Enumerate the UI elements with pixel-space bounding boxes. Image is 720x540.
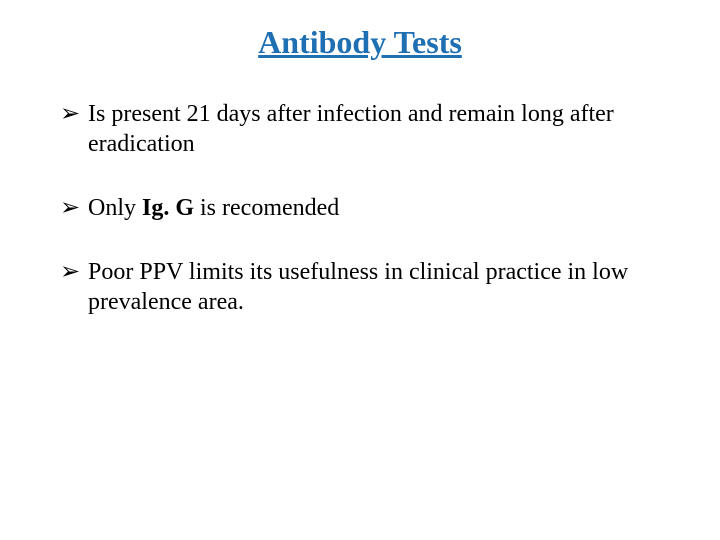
text-run: is recomended	[194, 195, 339, 221]
bullet-item: ➢ Poor PPV limits its usefulness in clin…	[60, 257, 660, 317]
bullet-text: Only Ig. G is recomended	[88, 195, 339, 221]
bullet-item: ➢ Is present 21 days after infection and …	[60, 99, 660, 159]
bullet-marker-icon: ➢	[60, 99, 80, 129]
text-run: Only	[88, 195, 142, 221]
bullet-marker-icon: ➢	[60, 257, 80, 287]
bullet-text: Poor PPV limits its usefulness in clinic…	[88, 259, 628, 315]
bold-run: Ig. G	[142, 195, 194, 221]
bullet-text: Is present 21 days after infection and r…	[88, 101, 614, 157]
bullet-list: ➢ Is present 21 days after infection and …	[60, 99, 660, 317]
bullet-item: ➢ Only Ig. G is recomended	[60, 193, 660, 223]
bullet-marker-icon: ➢	[60, 193, 80, 223]
slide: Antibody Tests ➢ Is present 21 days after…	[0, 0, 720, 540]
slide-title: Antibody Tests	[60, 24, 660, 61]
text-run: Is present 21 days after infection and r…	[88, 101, 614, 157]
text-run: Poor PPV limits its usefulness in clinic…	[88, 259, 628, 315]
